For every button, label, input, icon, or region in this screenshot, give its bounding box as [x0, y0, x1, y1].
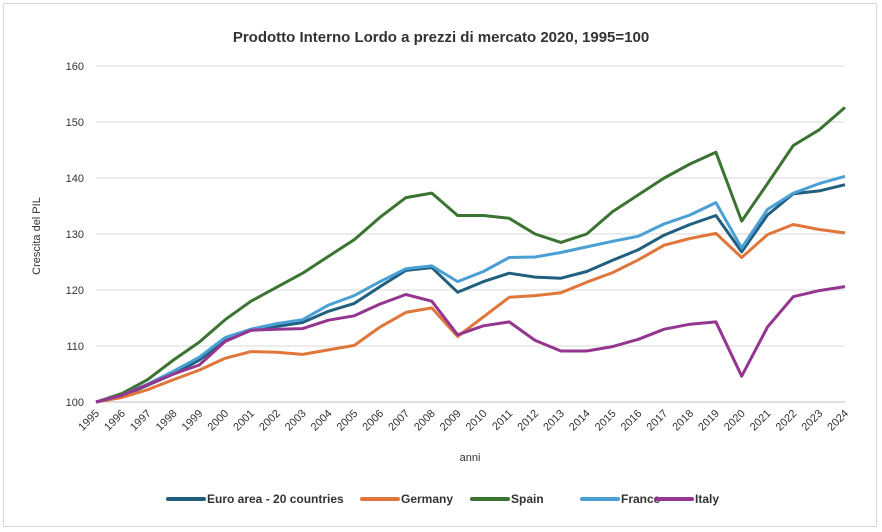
x-tick-label: 2013: [541, 408, 567, 434]
x-tick-label: 2022: [774, 408, 800, 434]
x-tick-label: 2015: [593, 408, 619, 434]
chart-frame: [3, 3, 877, 527]
y-tick-label: 150: [66, 117, 84, 129]
x-axis-label: anni: [460, 452, 481, 464]
legend-label: Germany: [401, 492, 453, 506]
series-line-euro-area-20-countries: [95, 183, 846, 404]
x-tick-label: 2007: [386, 408, 412, 434]
x-tick-label: 2012: [515, 408, 541, 434]
chart-title: Prodotto Interno Lordo a prezzi di merca…: [233, 29, 649, 46]
series-line-france: [95, 174, 846, 404]
x-tick-label: 2017: [645, 408, 671, 434]
y-tick-label: 110: [66, 341, 84, 353]
series-line-germany: [95, 223, 846, 404]
x-tick-label: 2001: [231, 408, 257, 434]
x-tick-label: 2021: [748, 408, 774, 434]
x-tick-label: 1997: [128, 408, 154, 434]
x-tick-label: 2000: [205, 408, 231, 434]
x-tick-label: 2010: [464, 408, 490, 434]
x-tick-label: 2020: [722, 408, 748, 434]
x-tick-label: 2016: [619, 408, 645, 434]
x-tick-label: 2002: [257, 408, 283, 434]
x-tick-label: 2011: [490, 408, 515, 433]
legend-label: Spain: [511, 492, 544, 506]
legend-label: France: [621, 492, 661, 506]
x-tick-label: 2003: [283, 408, 309, 434]
x-tick-label: 1998: [154, 408, 180, 434]
x-tick-label: 2018: [670, 408, 696, 434]
x-tick-label: 2014: [567, 408, 593, 434]
series-line-spain: [95, 106, 846, 404]
y-tick-label: 140: [66, 173, 84, 185]
x-tick-label: 1995: [76, 408, 102, 434]
x-tick-label: 2006: [360, 408, 386, 434]
y-tick-label: 130: [66, 229, 84, 241]
x-tick-label: 2019: [696, 408, 722, 434]
series-line-italy: [95, 285, 846, 404]
x-tick-label: 2009: [438, 408, 464, 434]
y-axis-label: Crescita del PIL: [31, 197, 43, 275]
x-tick-label: 2008: [412, 408, 438, 434]
x-tick-label: 1999: [180, 408, 206, 434]
y-tick-label: 100: [66, 397, 84, 409]
x-tick-label: 2024: [825, 408, 851, 434]
legend-label: Italy: [695, 492, 719, 506]
x-tick-label: 2023: [799, 408, 825, 434]
x-tick-label: 2004: [309, 408, 335, 434]
y-tick-label: 160: [66, 61, 84, 73]
legend-label: Euro area - 20 countries: [207, 492, 344, 506]
x-tick-label: 2005: [335, 408, 361, 434]
y-tick-label: 120: [66, 285, 84, 297]
x-tick-label: 1996: [102, 408, 128, 434]
